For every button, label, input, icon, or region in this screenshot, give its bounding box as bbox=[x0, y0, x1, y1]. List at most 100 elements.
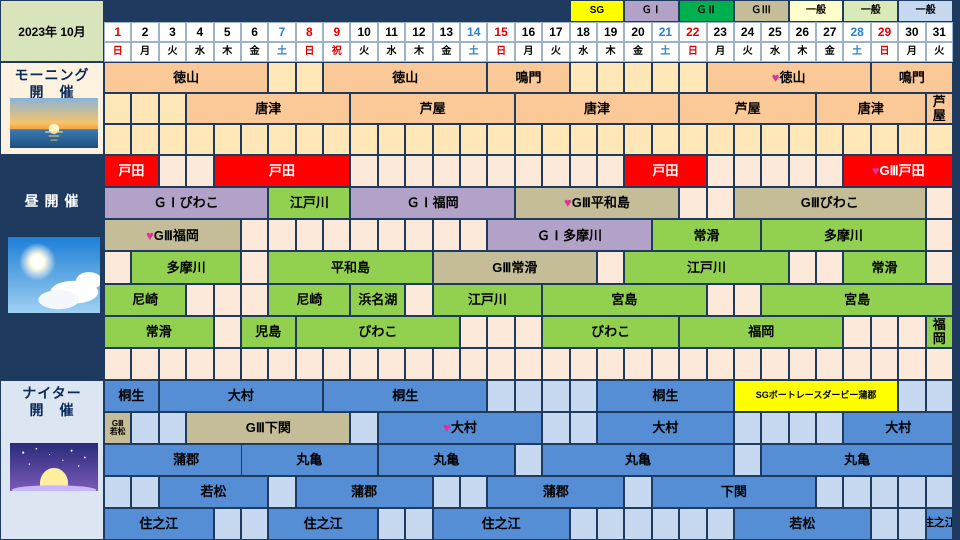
daytime-empty-cell bbox=[816, 251, 844, 284]
race-event[interactable]: 尼崎 bbox=[104, 283, 187, 316]
race-event[interactable]: 住之江 bbox=[268, 508, 378, 540]
daytime-empty-cell bbox=[104, 251, 132, 284]
day-weekday: 土 bbox=[460, 42, 488, 62]
race-event[interactable]: 尼崎 bbox=[268, 283, 351, 316]
race-event[interactable]: ♥ 大村 bbox=[377, 412, 543, 444]
morning-empty-cell bbox=[104, 93, 132, 124]
race-event[interactable]: GⅢ 若松 bbox=[104, 412, 132, 444]
race-event[interactable]: 若松 bbox=[733, 508, 871, 540]
race-event[interactable]: びわこ bbox=[295, 315, 461, 348]
race-event[interactable]: ♥ GⅢ福岡 bbox=[104, 219, 241, 252]
daytime-empty-cell bbox=[405, 155, 433, 188]
day-number: 6 bbox=[240, 22, 269, 42]
race-event[interactable]: 唐津 bbox=[186, 93, 351, 124]
daytime-empty-cell bbox=[596, 347, 625, 380]
day-weekday: 土 bbox=[843, 42, 871, 62]
race-event[interactable]: 蒲郡 bbox=[295, 476, 433, 508]
race-event[interactable]: ♥ GⅢ平和島 bbox=[514, 187, 680, 220]
day-number: 1 bbox=[104, 22, 132, 42]
race-event[interactable]: 大村 bbox=[843, 412, 953, 444]
race-event[interactable]: 住之江 bbox=[925, 508, 953, 540]
morning-empty-cell bbox=[843, 124, 871, 155]
morning-empty-cell bbox=[405, 124, 433, 155]
morning-empty-cell bbox=[679, 124, 707, 155]
race-event[interactable]: 芦屋 bbox=[350, 93, 515, 124]
race-event[interactable]: 常滑 bbox=[104, 315, 214, 348]
race-event[interactable]: 児島 bbox=[240, 315, 296, 348]
nighter-empty-cell bbox=[487, 380, 515, 412]
race-event[interactable]: 住之江 bbox=[432, 508, 570, 540]
daytime-empty-cell bbox=[104, 347, 132, 380]
race-event[interactable]: ＧⅠ福岡 bbox=[350, 187, 515, 220]
race-event[interactable]: ＧⅠびわこ bbox=[104, 187, 269, 220]
legend-5: 一般 bbox=[788, 0, 844, 22]
daytime-empty-cell bbox=[350, 219, 378, 252]
daytime-empty-cell bbox=[761, 347, 789, 380]
race-event[interactable]: 鳴門 bbox=[487, 62, 570, 93]
daytime-empty-cell bbox=[706, 283, 734, 316]
race-event[interactable]: 徳山 bbox=[323, 62, 488, 93]
race-event[interactable]: 丸亀 bbox=[542, 444, 734, 476]
day-weekday: 木 bbox=[596, 42, 625, 62]
race-event[interactable]: 桐生 bbox=[323, 380, 488, 412]
daytime-empty-cell bbox=[131, 347, 159, 380]
race-event[interactable]: 丸亀 bbox=[377, 444, 515, 476]
race-event[interactable]: 戸田 bbox=[213, 155, 351, 188]
day-number: 3 bbox=[158, 22, 187, 42]
race-event[interactable]: 住之江 bbox=[104, 508, 214, 540]
race-event[interactable]: 桐生 bbox=[104, 380, 159, 412]
race-event[interactable]: GⅢ常滑 bbox=[432, 251, 597, 284]
nighter-empty-cell bbox=[514, 380, 543, 412]
race-event[interactable]: 常滑 bbox=[843, 251, 926, 284]
daytime-empty-cell bbox=[898, 315, 926, 348]
race-event[interactable]: 鳴門 bbox=[870, 62, 953, 93]
race-event[interactable]: 戸田 bbox=[624, 155, 707, 188]
race-event[interactable]: 芦屋 bbox=[925, 93, 953, 124]
race-event[interactable]: 桐生 bbox=[596, 380, 734, 412]
day-number: 9 bbox=[323, 22, 351, 42]
race-event[interactable]: 福岡 bbox=[925, 315, 953, 348]
race-event[interactable]: ＧⅠ多摩川 bbox=[487, 219, 652, 252]
race-event[interactable]: SGボートレースダービー蒲郡 bbox=[733, 380, 899, 412]
daytime-empty-cell bbox=[843, 347, 871, 380]
nighter-empty-cell bbox=[377, 508, 406, 540]
race-event[interactable]: 平和島 bbox=[268, 251, 433, 284]
race-event[interactable]: 江戸川 bbox=[432, 283, 543, 316]
race-event[interactable]: 多摩川 bbox=[761, 219, 926, 252]
race-event[interactable]: 宮島 bbox=[761, 283, 953, 316]
race-event[interactable]: 蒲郡 bbox=[487, 476, 625, 508]
race-event[interactable]: 江戸川 bbox=[624, 251, 789, 284]
race-event[interactable]: 戸田 bbox=[104, 155, 159, 188]
race-event[interactable]: 浜名湖 bbox=[350, 283, 406, 316]
race-event[interactable]: 大村 bbox=[596, 412, 734, 444]
daytime-empty-cell bbox=[460, 219, 488, 252]
race-event[interactable]: 唐津 bbox=[816, 93, 926, 124]
nighter-empty-cell bbox=[898, 508, 926, 540]
race-event[interactable]: 多摩川 bbox=[131, 251, 241, 284]
race-event[interactable]: 丸亀 bbox=[761, 444, 953, 476]
race-event[interactable]: 徳山 bbox=[104, 62, 269, 93]
race-event[interactable]: びわこ bbox=[542, 315, 680, 348]
race-event[interactable]: GⅢびわこ bbox=[733, 187, 926, 220]
race-event[interactable]: 若松 bbox=[158, 476, 269, 508]
race-event[interactable]: 唐津 bbox=[514, 93, 680, 124]
race-event[interactable]: ♥ GⅢ戸田 bbox=[843, 155, 953, 188]
nighter-empty-cell bbox=[542, 380, 570, 412]
day-weekday: 木 bbox=[788, 42, 817, 62]
race-event[interactable]: 大村 bbox=[158, 380, 324, 412]
race-event[interactable]: ♥ 徳山 bbox=[706, 62, 871, 93]
race-event[interactable]: 江戸川 bbox=[268, 187, 351, 220]
race-event[interactable]: 常滑 bbox=[651, 219, 762, 252]
race-event[interactable]: 下関 bbox=[651, 476, 817, 508]
morning-empty-cell bbox=[898, 124, 926, 155]
daytime-empty-cell bbox=[213, 315, 241, 348]
morning-empty-cell bbox=[377, 124, 406, 155]
morning-empty-cell bbox=[679, 62, 707, 93]
race-event[interactable]: GⅢ下関 bbox=[186, 412, 351, 444]
race-event[interactable]: 宮島 bbox=[542, 283, 707, 316]
race-event[interactable]: 芦屋 bbox=[679, 93, 817, 124]
race-event[interactable]: 福岡 bbox=[679, 315, 844, 348]
daytime-empty-cell bbox=[816, 347, 844, 380]
race-event[interactable]: 丸亀 bbox=[240, 444, 378, 476]
